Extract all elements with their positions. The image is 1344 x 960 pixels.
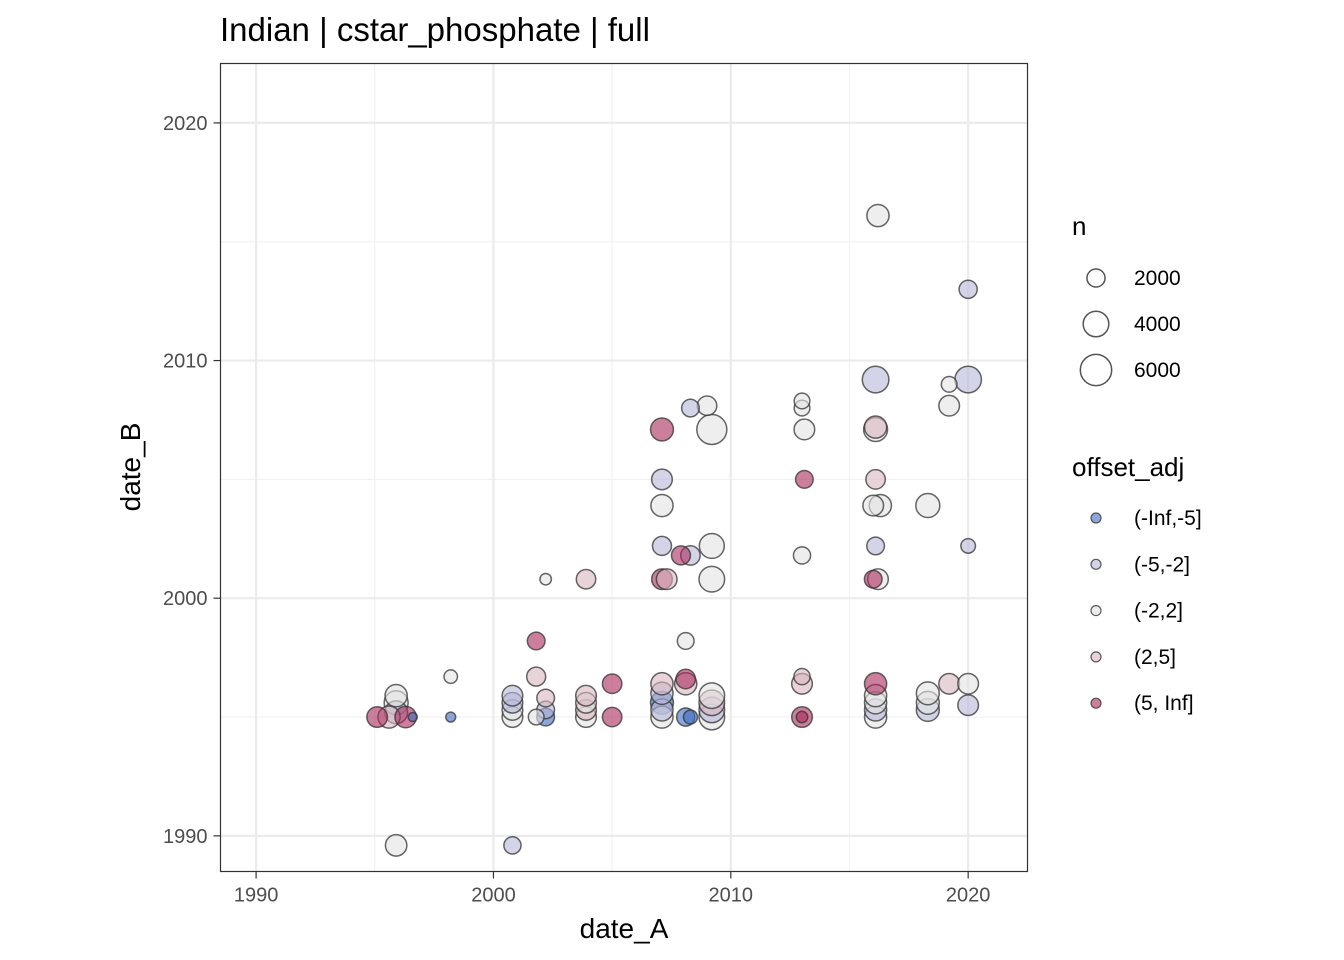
- data-point: [958, 279, 978, 300]
- data-point: [696, 413, 728, 446]
- color-legend-swatch: [1090, 604, 1102, 617]
- data-point: [698, 532, 726, 560]
- plot-border: [219, 62, 1029, 873]
- y-axis: 1990 2000 2010 2020: [163, 113, 221, 848]
- data-point: [526, 631, 546, 651]
- size-legend-title: n: [1072, 211, 1086, 241]
- data-point: [954, 365, 983, 394]
- size-legend-circle: [1082, 310, 1110, 338]
- data-point: [670, 545, 692, 566]
- data-point: [676, 631, 695, 651]
- data-point: [866, 536, 886, 556]
- color-legend-swatch: [1090, 558, 1102, 570]
- data-point: [938, 394, 961, 417]
- data-point: [651, 535, 673, 557]
- data-point: [574, 684, 598, 707]
- grid-major: [220, 63, 1028, 872]
- color-legend-swatch: [1090, 697, 1102, 709]
- data-point: [682, 709, 699, 725]
- data-point: [915, 492, 941, 519]
- chart-title: Indian | cstar_phosphate | full: [220, 11, 650, 48]
- grid-minor: [220, 63, 1028, 872]
- data-point: [445, 711, 457, 723]
- color-legend-keys: (-Inf,-5] (-5,-2] (-2,2] (2,5] (5, Inf]: [1090, 507, 1202, 715]
- x-tick-label: 2020: [946, 885, 991, 907]
- data-point: [650, 468, 674, 491]
- x-axis-label: date_A: [580, 913, 669, 944]
- data-point: [957, 694, 980, 717]
- data-point: [795, 710, 809, 724]
- data-point: [865, 468, 887, 490]
- color-legend-swatch: [1090, 512, 1102, 524]
- data-point: [650, 671, 674, 696]
- data-point: [863, 569, 883, 589]
- data-point: [940, 375, 958, 393]
- data-point: [696, 395, 718, 417]
- data-point: [938, 672, 961, 695]
- data-point: [680, 398, 701, 418]
- size-legend-keys: 2000 4000 6000: [1079, 267, 1181, 387]
- data-points: [366, 203, 983, 857]
- data-point: [863, 671, 888, 696]
- data-point: [601, 673, 623, 695]
- data-point: [443, 669, 459, 685]
- data-point: [675, 668, 697, 690]
- color-legend-label: (-2,2]: [1134, 600, 1183, 623]
- y-tick-label: 2020: [163, 113, 208, 135]
- plot-background: [220, 63, 1028, 872]
- color-legend-label: (-5,-2]: [1134, 553, 1190, 576]
- x-tick-label: 1990: [234, 885, 279, 907]
- data-point: [525, 666, 547, 687]
- data-point: [862, 494, 885, 517]
- data-point: [861, 365, 890, 394]
- data-point: [384, 683, 408, 708]
- data-point: [698, 565, 726, 593]
- data-point: [863, 415, 888, 439]
- data-point: [539, 572, 553, 586]
- data-point: [794, 469, 814, 489]
- size-legend-label: 6000: [1134, 359, 1181, 382]
- size-legend-circle: [1079, 353, 1113, 387]
- color-legend-title: offset_adj: [1072, 452, 1184, 482]
- data-point: [960, 537, 977, 554]
- y-tick-label: 2000: [163, 588, 208, 610]
- legend: n 2000 4000 6000 offset_adj (-Inf,-5] (-5,-…: [1072, 211, 1202, 715]
- size-legend-label: 4000: [1134, 313, 1181, 336]
- color-legend-label: (5, Inf]: [1134, 692, 1194, 715]
- data-point: [957, 672, 980, 695]
- y-axis-label: date_B: [115, 423, 146, 512]
- data-point: [649, 417, 675, 442]
- data-point: [793, 418, 816, 441]
- data-point: [915, 681, 941, 706]
- data-point: [650, 493, 674, 518]
- data-point: [501, 684, 524, 707]
- data-point: [698, 682, 726, 710]
- data-point: [527, 708, 545, 726]
- color-legend-label: (2,5]: [1134, 646, 1176, 669]
- y-tick-label: 2010: [163, 351, 208, 373]
- data-point: [536, 688, 556, 708]
- color-legend-label: (-Inf,-5]: [1134, 507, 1202, 530]
- data-point: [601, 706, 623, 728]
- data-point: [793, 392, 811, 410]
- data-point: [503, 836, 522, 855]
- data-point: [575, 568, 597, 590]
- data-point: [866, 203, 890, 228]
- color-legend-swatch: [1090, 651, 1102, 663]
- x-axis: 1990 2000 2010 2020: [234, 871, 991, 907]
- data-point: [384, 833, 408, 857]
- data-point: [366, 705, 389, 729]
- x-tick-label: 2010: [709, 885, 754, 907]
- data-point: [792, 546, 812, 565]
- size-legend-label: 2000: [1134, 267, 1181, 290]
- data-point: [793, 667, 811, 686]
- data-point: [655, 568, 678, 591]
- data-point: [407, 711, 419, 723]
- x-tick-label: 2000: [471, 885, 516, 907]
- y-tick-label: 1990: [163, 826, 208, 848]
- size-legend-circle: [1086, 268, 1106, 288]
